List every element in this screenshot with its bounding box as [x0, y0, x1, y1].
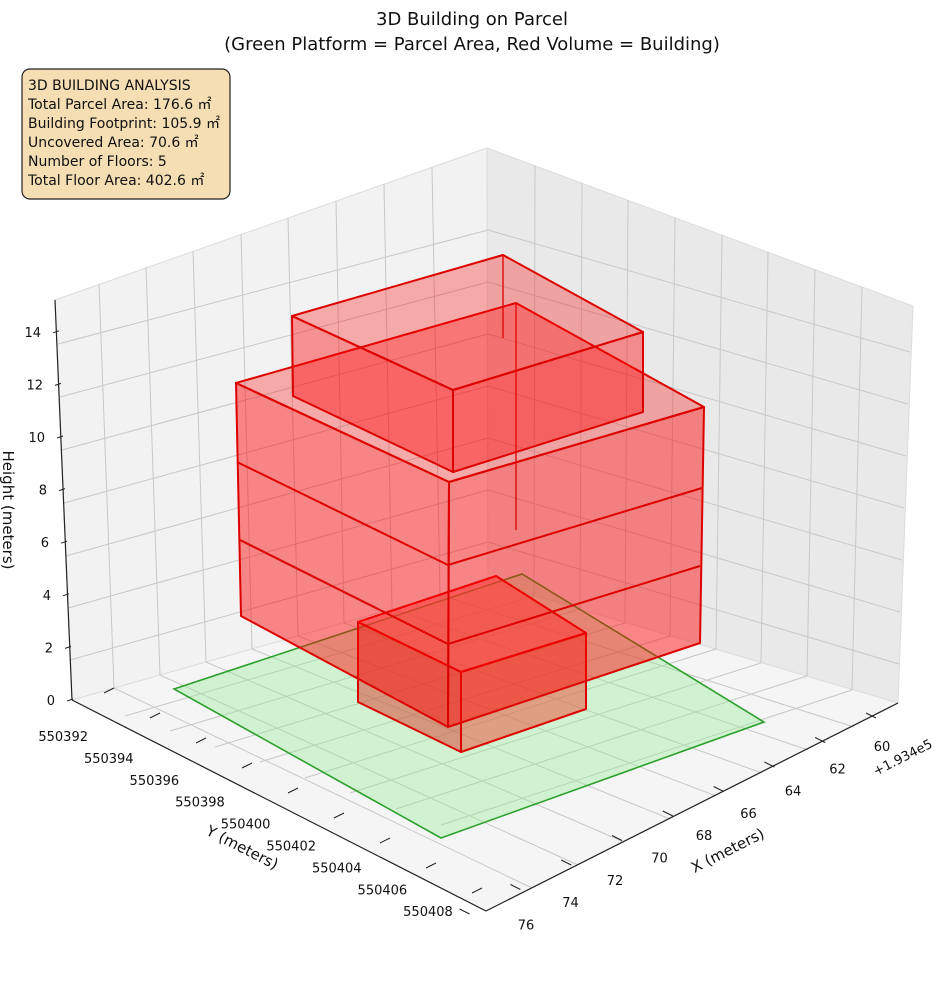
y-tick-mark [195, 737, 207, 744]
y-tick-label: 550396 [130, 774, 180, 789]
z-tick-label: 10 [28, 431, 45, 446]
y-tick-label: 550400 [221, 818, 271, 833]
z-tick-label: 4 [43, 589, 51, 604]
y-tick-label: 550404 [312, 861, 362, 876]
z-axis-line [54, 299, 73, 701]
y-tick-mark [287, 787, 299, 794]
y-tick-mark [333, 812, 345, 819]
upper-block-top [291, 254, 644, 391]
x-tick-label: 62 [829, 762, 846, 777]
z-tick-label: 0 [47, 694, 55, 709]
z-tick-label: 6 [41, 536, 49, 551]
y-tick-label: 550402 [266, 840, 316, 855]
y-axis-ticks: 550392 550394 550396 550398 550400 550402 5504… [38, 687, 483, 920]
x-tick-label: 68 [696, 829, 713, 844]
z-tick-label: 12 [26, 378, 43, 393]
z-tick-mark [52, 330, 60, 334]
z-tick-mark [58, 488, 66, 492]
axis-panes [54, 147, 914, 912]
x-tick-mark [713, 786, 724, 792]
y-axis-line [71, 699, 487, 912]
x-tick-mark [764, 761, 775, 768]
z-tick-mark [64, 645, 72, 649]
info-number-of-floors: Number of Floors: 5 [28, 154, 167, 170]
info-box-title: 3D BUILDING ANALYSIS [28, 78, 191, 94]
y-tick-label: 550392 [38, 730, 88, 745]
x-axis-ticks: 60 62 64 66 68 70 72 74 76 [459, 712, 891, 933]
floor-line-2 [236, 461, 703, 566]
z-tick-mark [60, 540, 68, 544]
x-tick-mark [611, 835, 623, 841]
floor-line-1 [239, 539, 701, 645]
x-tick-label: 76 [518, 918, 535, 933]
x-tick-mark [865, 712, 877, 719]
x-tick-mark [510, 884, 521, 890]
z-axis-ticks: 0 2 4 6 8 10 12 14 [24, 326, 74, 709]
building-volume [235, 254, 705, 753]
x-tick-label: 66 [740, 807, 757, 822]
x-tick-mark [662, 810, 674, 817]
info-uncovered-area: Uncovered Area: 70.6 ㎡ [28, 135, 199, 151]
info-box: 3D BUILDING ANALYSIS Total Parcel Area: … [21, 68, 231, 200]
z-tick-label: 14 [24, 326, 41, 341]
y-tick-label: 550408 [403, 905, 453, 920]
y-tick-mark [149, 712, 161, 719]
axis-lines [54, 299, 899, 912]
x-tick-mark [560, 859, 572, 866]
y-tick-mark [103, 687, 115, 694]
x-tick-label: 74 [562, 896, 579, 911]
y-tick-label: 550394 [84, 752, 134, 767]
lower-block-right [460, 632, 587, 753]
y-tick-mark [471, 887, 483, 894]
x-tick-label: 60 [874, 740, 891, 755]
inner-edge-2 [235, 302, 517, 384]
x-tick-label: 70 [651, 852, 668, 867]
y-tick-label: 550398 [175, 796, 225, 811]
z-tick-mark [56, 435, 64, 439]
y-tick-label: 550406 [358, 883, 408, 898]
info-box-frame [21, 68, 231, 200]
info-total-floor-area: Total Floor Area: 402.6 ㎡ [27, 173, 204, 189]
z-tick-mark [66, 698, 74, 702]
x-axis-line [485, 702, 899, 912]
z-tick-label: 8 [39, 484, 47, 499]
y-tick-mark [425, 862, 437, 869]
z-tick-mark [54, 382, 62, 386]
z-axis-label: Height (meters) [0, 451, 17, 570]
x-tick-mark [459, 908, 470, 915]
chart-title: 3D Building on Parcel [376, 9, 568, 30]
x-tick-label: 64 [785, 785, 802, 800]
x-tick-mark [814, 737, 826, 743]
y-tick-mark [241, 762, 253, 769]
chart-subtitle: (Green Platform = Parcel Area, Red Volum… [224, 34, 720, 55]
z-tick-mark [62, 593, 70, 597]
y-tick-mark [379, 837, 391, 844]
info-total-parcel-area: Total Parcel Area: 176.6 ㎡ [27, 97, 212, 113]
x-tick-label: 72 [607, 874, 624, 889]
z-tick-label: 2 [45, 641, 53, 656]
info-building-footprint: Building Footprint: 105.9 ㎡ [28, 116, 220, 132]
